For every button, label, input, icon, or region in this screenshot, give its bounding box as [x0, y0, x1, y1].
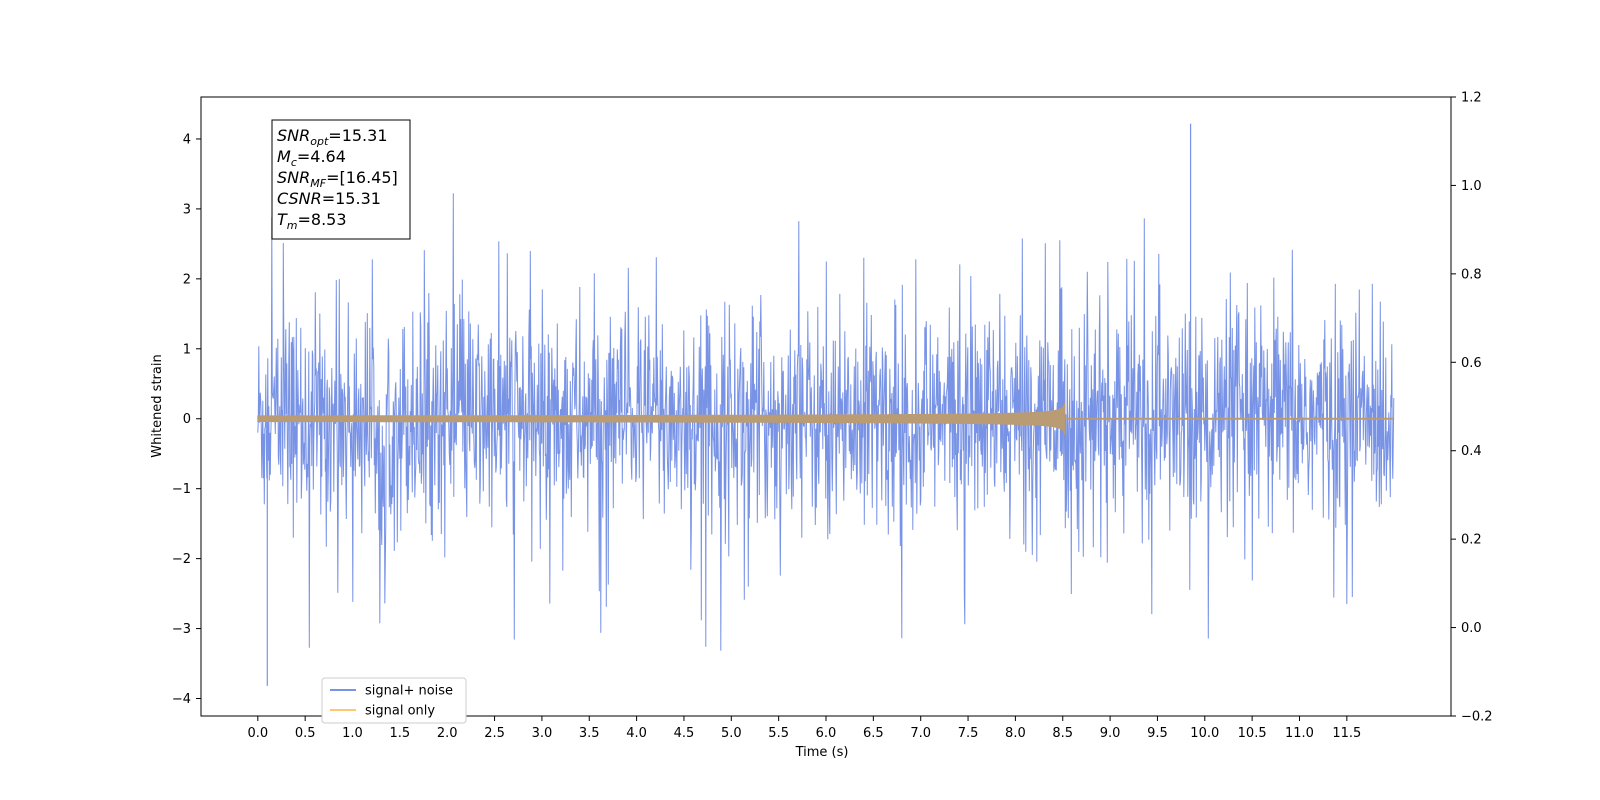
- x-tick-label: 1.0: [342, 726, 363, 741]
- x-tick-label: 3.0: [532, 726, 553, 741]
- y-tick-label: −3: [172, 622, 191, 637]
- y-tick-label: 3: [183, 202, 191, 217]
- y2-tick-label: 0.8: [1461, 267, 1482, 282]
- x-tick-label: 5.0: [721, 726, 742, 741]
- x-tick-label: 9.0: [1100, 726, 1121, 741]
- x-tick-label: 4.0: [626, 726, 647, 741]
- legend-label-signal-only: signal only: [365, 704, 435, 719]
- signal-only-chirp: [257, 402, 1066, 435]
- y-axis-right: 1.2 1.0 0.8 0.6 0.4 0.2 0.0 −0.2: [1451, 91, 1493, 725]
- annotation-box: SNRopt=15.31Mc=4.64SNRMF=[16.45]CSNR=15.…: [271, 119, 411, 240]
- y-tick-label: −2: [172, 552, 191, 567]
- x-tick-label: 8.0: [1005, 726, 1026, 741]
- x-tick-label: 7.0: [910, 726, 931, 741]
- x-axis: 0.0 0.5 1.0 1.5 2.0 2.5 3.0 3.5 4.0 4.5 5.0 5.5 6.0 6…: [247, 716, 1361, 741]
- legend-label-signal-noise: signal+ noise: [365, 684, 453, 699]
- x-tick-label: 1.5: [390, 726, 411, 741]
- annotation-line: Mc=4.64: [277, 147, 346, 169]
- signal-series: [257, 402, 1395, 435]
- x-tick-label: 8.5: [1052, 726, 1073, 741]
- annotation-line: Tm=8.53: [277, 210, 347, 232]
- legend-frame: [321, 677, 467, 724]
- x-tick-label: 11.0: [1285, 726, 1314, 741]
- x-tick-label: 0.0: [247, 726, 268, 741]
- x-tick-label: 3.5: [579, 726, 600, 741]
- x-tick-label: 10.5: [1238, 726, 1267, 741]
- x-tick-label: 6.5: [863, 726, 884, 741]
- y-tick-label: 0: [183, 412, 191, 427]
- x-tick-label: 5.5: [768, 726, 789, 741]
- x-tick-label: 0.5: [295, 726, 316, 741]
- annotation-line: CSNR=15.31: [277, 189, 381, 208]
- y-tick-label: −1: [172, 482, 191, 497]
- x-tick-label: 2.0: [437, 726, 458, 741]
- y2-tick-label: 0.4: [1461, 444, 1482, 459]
- y-axis-left: 4 3 2 1 0 −1 −2 −3 −4: [172, 132, 201, 707]
- noise-series: [257, 123, 1395, 686]
- x-tick-label: 7.5: [958, 726, 979, 741]
- y2-tick-label: 1.2: [1461, 91, 1482, 106]
- y-tick-label: 2: [183, 272, 191, 287]
- y-tick-label: 4: [183, 132, 191, 147]
- x-tick-label: 4.5: [674, 726, 695, 741]
- x-tick-label: 10.0: [1190, 726, 1219, 741]
- signal-noise-line: [257, 193, 1395, 651]
- annotation-line: SNRMF=[16.45]: [277, 168, 398, 190]
- y2-tick-label: 1.0: [1461, 179, 1482, 194]
- annotation-frame: [271, 119, 411, 240]
- x-tick-label: 9.5: [1147, 726, 1168, 741]
- legend: signal+ noise signal only: [321, 677, 467, 724]
- y2-tick-label: 0.2: [1461, 533, 1482, 548]
- y-tick-label: 1: [183, 342, 191, 357]
- x-tick-label: 11.5: [1332, 726, 1361, 741]
- y2-tick-label: −0.2: [1461, 710, 1493, 725]
- y-tick-label: −4: [172, 692, 191, 707]
- y-axis-label: Whitened strain: [150, 354, 165, 457]
- x-tick-label: 6.0: [816, 726, 837, 741]
- y2-tick-label: 0.6: [1461, 356, 1482, 371]
- x-axis-label: Time (s): [795, 745, 849, 760]
- x-tick-label: 2.5: [484, 726, 505, 741]
- y2-tick-label: 0.0: [1461, 621, 1482, 636]
- annotation-line: SNRopt=15.31: [277, 126, 388, 148]
